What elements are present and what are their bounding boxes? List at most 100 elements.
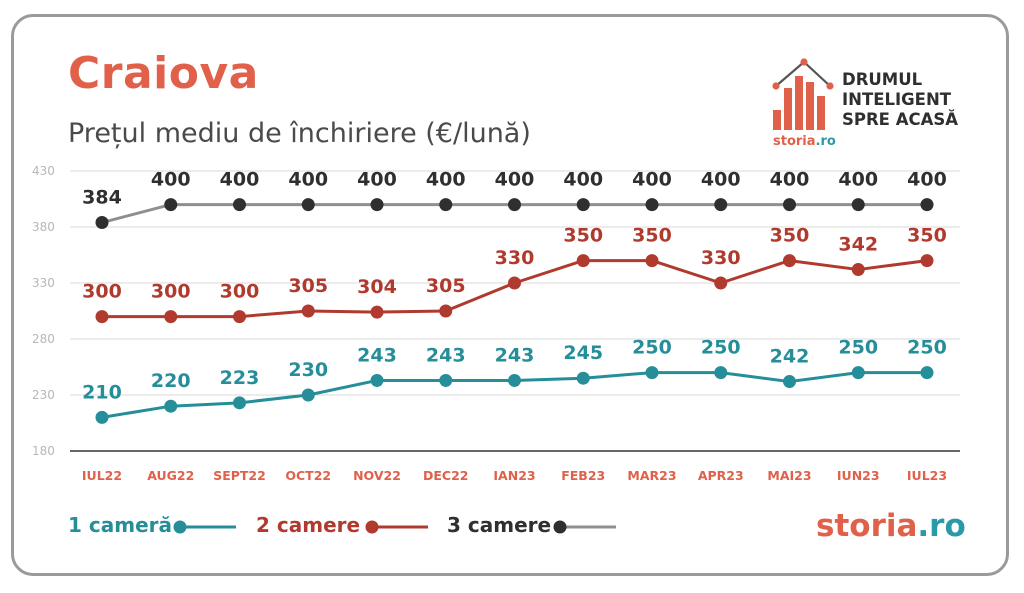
footer-logo-main: storia — [816, 508, 918, 544]
x-tick-label: APR23 — [698, 468, 744, 483]
y-tick-label: 280 — [32, 332, 55, 346]
legend-marker — [365, 520, 379, 534]
data-label: 400 — [426, 169, 466, 191]
legend-marker — [553, 520, 567, 534]
data-label: 250 — [632, 337, 672, 359]
data-label: 400 — [151, 169, 191, 191]
data-label: 300 — [220, 281, 260, 303]
data-label: 400 — [907, 169, 947, 191]
data-label: 242 — [770, 346, 810, 368]
data-point — [576, 371, 590, 385]
data-point — [164, 399, 178, 413]
data-point — [370, 373, 384, 387]
data-point — [851, 366, 865, 380]
data-point — [95, 310, 109, 324]
data-label: 400 — [838, 169, 878, 191]
data-label: 305 — [288, 275, 328, 297]
data-label: 250 — [907, 337, 947, 359]
chart-card — [11, 14, 1009, 576]
data-point — [508, 276, 521, 290]
data-label: 342 — [838, 234, 878, 256]
legend-label: 3 camere — [447, 513, 551, 537]
data-point — [645, 198, 659, 212]
data-label: 223 — [220, 367, 260, 389]
x-tick-label: IUL23 — [907, 468, 947, 483]
data-point — [439, 304, 453, 318]
brand-tagline-line: DRUMUL — [842, 70, 923, 89]
brand-tagline-line: INTELIGENT — [842, 90, 952, 109]
x-tick-label: DEC22 — [423, 468, 468, 483]
x-tick-label: NOV22 — [353, 468, 401, 483]
data-label: 250 — [701, 337, 741, 359]
brand-tagline-line: SPRE ACASĂ — [842, 110, 958, 129]
data-label: 400 — [495, 169, 535, 191]
data-point — [576, 198, 590, 212]
data-label: 400 — [770, 169, 810, 191]
data-point — [233, 310, 246, 324]
x-tick-label: OCT22 — [285, 468, 331, 483]
brand-small-logo-main: storia — [773, 134, 816, 149]
brand-tagline: DRUMUL INTELIGENT SPRE ACASĂ — [842, 70, 958, 130]
data-point — [233, 198, 246, 212]
data-label: 400 — [563, 169, 603, 191]
data-point — [920, 366, 934, 380]
x-tick-label: SEPT22 — [213, 468, 266, 483]
data-point — [645, 366, 659, 380]
y-tick-label: 330 — [32, 276, 55, 290]
data-point — [920, 198, 934, 212]
data-point — [164, 310, 178, 324]
legend-label: 2 camere — [256, 513, 360, 537]
data-label: 243 — [495, 344, 535, 366]
x-tick-label: AUG22 — [147, 468, 194, 483]
x-tick-label: IUL22 — [82, 468, 122, 483]
data-point — [95, 410, 109, 424]
data-label: 243 — [357, 344, 397, 366]
data-point — [508, 373, 521, 387]
data-label: 300 — [151, 281, 191, 303]
data-point — [301, 388, 315, 402]
data-label: 245 — [563, 342, 603, 364]
data-point — [439, 373, 453, 387]
data-label: 400 — [701, 169, 741, 191]
x-tick-label: IUN23 — [837, 468, 880, 483]
data-label: 250 — [838, 337, 878, 359]
data-point — [851, 263, 865, 277]
x-tick-label: MAI23 — [767, 468, 811, 483]
y-tick-label: 180 — [32, 444, 55, 458]
data-label: 350 — [770, 225, 810, 247]
y-tick-label: 230 — [32, 388, 55, 402]
data-point — [370, 198, 384, 212]
data-point — [164, 198, 178, 212]
chart-title: Craiova — [68, 48, 259, 99]
data-point — [714, 366, 728, 380]
footer-logo: storia.ro — [816, 508, 966, 544]
data-label: 300 — [82, 281, 122, 303]
data-point — [95, 216, 109, 230]
data-label: 210 — [82, 381, 122, 403]
data-point — [714, 276, 728, 290]
data-point — [714, 198, 728, 212]
chart-subtitle: Prețul mediu de închiriere (€/lună) — [68, 118, 531, 149]
legend-label: 1 cameră — [68, 513, 172, 537]
data-label: 400 — [220, 169, 260, 191]
x-tick-label: IAN23 — [493, 468, 535, 483]
data-label: 350 — [632, 225, 672, 247]
brand-small-logo: storia.ro — [773, 134, 836, 149]
data-label: 220 — [151, 370, 191, 392]
data-label: 330 — [701, 247, 741, 269]
data-label: 243 — [426, 344, 466, 366]
data-label: 330 — [495, 247, 535, 269]
data-label: 384 — [82, 187, 122, 209]
brand-small-logo-ro: .ro — [815, 134, 836, 149]
data-label: 305 — [426, 275, 466, 297]
data-point — [301, 198, 315, 212]
data-point — [783, 198, 796, 212]
data-point — [783, 254, 796, 268]
data-point — [783, 375, 796, 389]
footer-logo-ro: .ro — [917, 508, 966, 544]
data-point — [233, 396, 246, 410]
data-label: 230 — [288, 359, 328, 381]
data-label: 400 — [632, 169, 672, 191]
y-tick-label: 380 — [32, 220, 55, 234]
